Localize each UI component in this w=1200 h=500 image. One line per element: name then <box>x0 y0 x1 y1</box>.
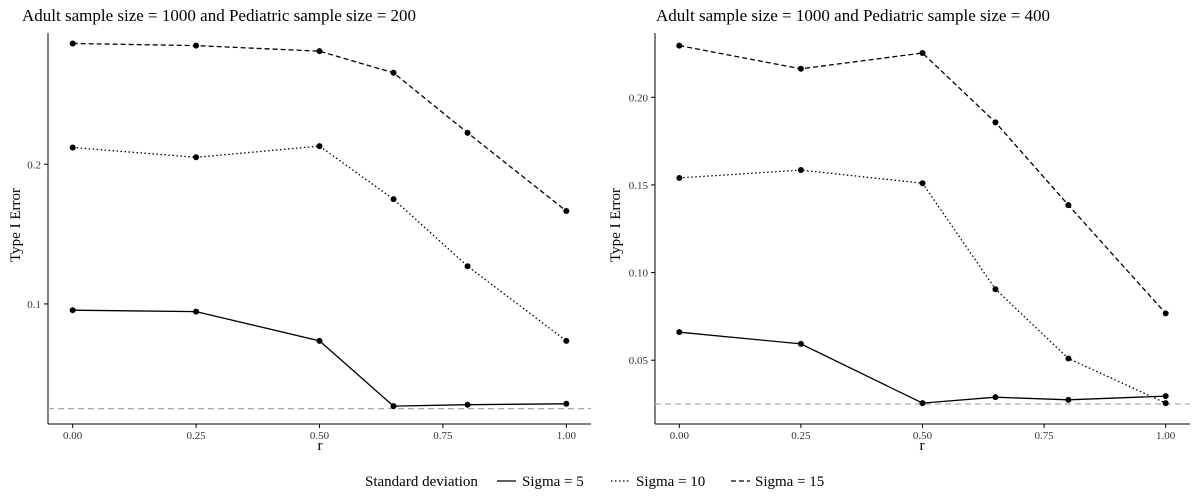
panel-left-plot-area: 0.00 0.25 0.50 0.75 1.00 0.1 0.2 <box>27 33 591 442</box>
data-point <box>193 154 200 161</box>
data-point <box>992 286 999 293</box>
x-tick-label: 0.00 <box>63 430 83 442</box>
y-tick-label: 0.1 <box>27 299 41 311</box>
data-point <box>464 401 471 408</box>
data-point <box>676 329 683 336</box>
data-point <box>797 65 804 72</box>
data-point <box>316 337 323 344</box>
panel-right-y-axis-label: Type I Error <box>608 188 624 262</box>
data-point <box>797 340 804 347</box>
y-tick-label: 0.20 <box>629 92 649 104</box>
legend-label: Sigma = 10 <box>636 474 705 490</box>
data-point <box>69 307 76 314</box>
data-point <box>69 40 76 47</box>
series-line-sigma-10 <box>679 169 1166 404</box>
y-tick-label: 0.2 <box>27 159 41 171</box>
data-point <box>316 48 323 55</box>
series-line-sigma-15 <box>72 42 567 212</box>
data-point <box>1065 355 1072 362</box>
data-point <box>563 208 570 215</box>
panel-right-plot-area: 0.00 0.25 0.50 0.75 1.00 0.05 0.10 0.15 0.20 <box>629 33 1190 442</box>
x-tick-label: 1.00 <box>557 430 577 442</box>
x-tick-label: 0.00 <box>670 430 690 442</box>
data-point <box>1162 400 1169 407</box>
data-point <box>193 308 200 315</box>
y-tick-label: 0.05 <box>629 355 649 367</box>
data-point <box>390 69 397 76</box>
legend-item-sigma-10: Sigma = 10 <box>611 474 705 490</box>
data-point <box>676 174 683 181</box>
x-tick-label: 0.50 <box>310 430 330 442</box>
data-point <box>69 144 76 151</box>
x-tick-label: 1.00 <box>1156 430 1176 442</box>
data-point <box>316 143 323 150</box>
data-point <box>464 263 471 270</box>
data-point <box>563 400 570 407</box>
x-tick-label: 0.25 <box>791 430 811 442</box>
data-point <box>193 42 200 49</box>
panel-left-y-axis-label: Type I Error <box>8 188 24 262</box>
data-point <box>390 403 397 410</box>
data-point <box>1162 393 1169 400</box>
y-tick-label: 0.15 <box>629 180 649 192</box>
y-tick-label: 0.10 <box>629 268 649 280</box>
data-point <box>563 337 570 344</box>
panel-right-x-axis-label: r <box>920 438 925 454</box>
data-point <box>390 196 397 203</box>
panel-right: Adult sample size = 1000 and Pediatric s… <box>608 6 1190 454</box>
data-point <box>1162 310 1169 317</box>
legend-label: Sigma = 15 <box>755 474 824 490</box>
series-line-sigma-10 <box>72 145 567 342</box>
data-point <box>992 394 999 401</box>
x-tick-label: 0.25 <box>186 430 206 442</box>
legend-label: Sigma = 5 <box>522 474 584 490</box>
panel-right-title: Adult sample size = 1000 and Pediatric s… <box>656 6 1050 25</box>
data-point <box>797 167 804 174</box>
data-point <box>919 400 926 407</box>
legend-title: Standard deviation <box>365 474 478 490</box>
x-tick-label: 0.50 <box>913 430 933 442</box>
data-point <box>992 119 999 126</box>
series-line-sigma-15 <box>679 44 1167 314</box>
x-tick-label: 0.75 <box>433 430 453 442</box>
x-tick-label: 0.75 <box>1034 430 1054 442</box>
data-point <box>919 180 926 187</box>
panel-left-x-axis-label: r <box>318 438 323 454</box>
panel-left-title: Adult sample size = 1000 and Pediatric s… <box>22 6 416 25</box>
data-point <box>919 49 926 56</box>
data-point <box>1065 396 1072 403</box>
panel-left: Adult sample size = 1000 and Pediatric s… <box>8 6 591 454</box>
data-point <box>676 42 683 49</box>
series-line-sigma-5 <box>679 331 1166 404</box>
data-point <box>464 129 471 136</box>
series-line-sigma-5 <box>72 309 567 407</box>
legend-item-sigma-15: Sigma = 15 <box>731 474 824 490</box>
data-point <box>1065 202 1072 209</box>
legend-item-sigma-5: Sigma = 5 <box>497 474 584 490</box>
legend: Standard deviation Sigma = 5 Sigma = 10 … <box>365 474 824 490</box>
